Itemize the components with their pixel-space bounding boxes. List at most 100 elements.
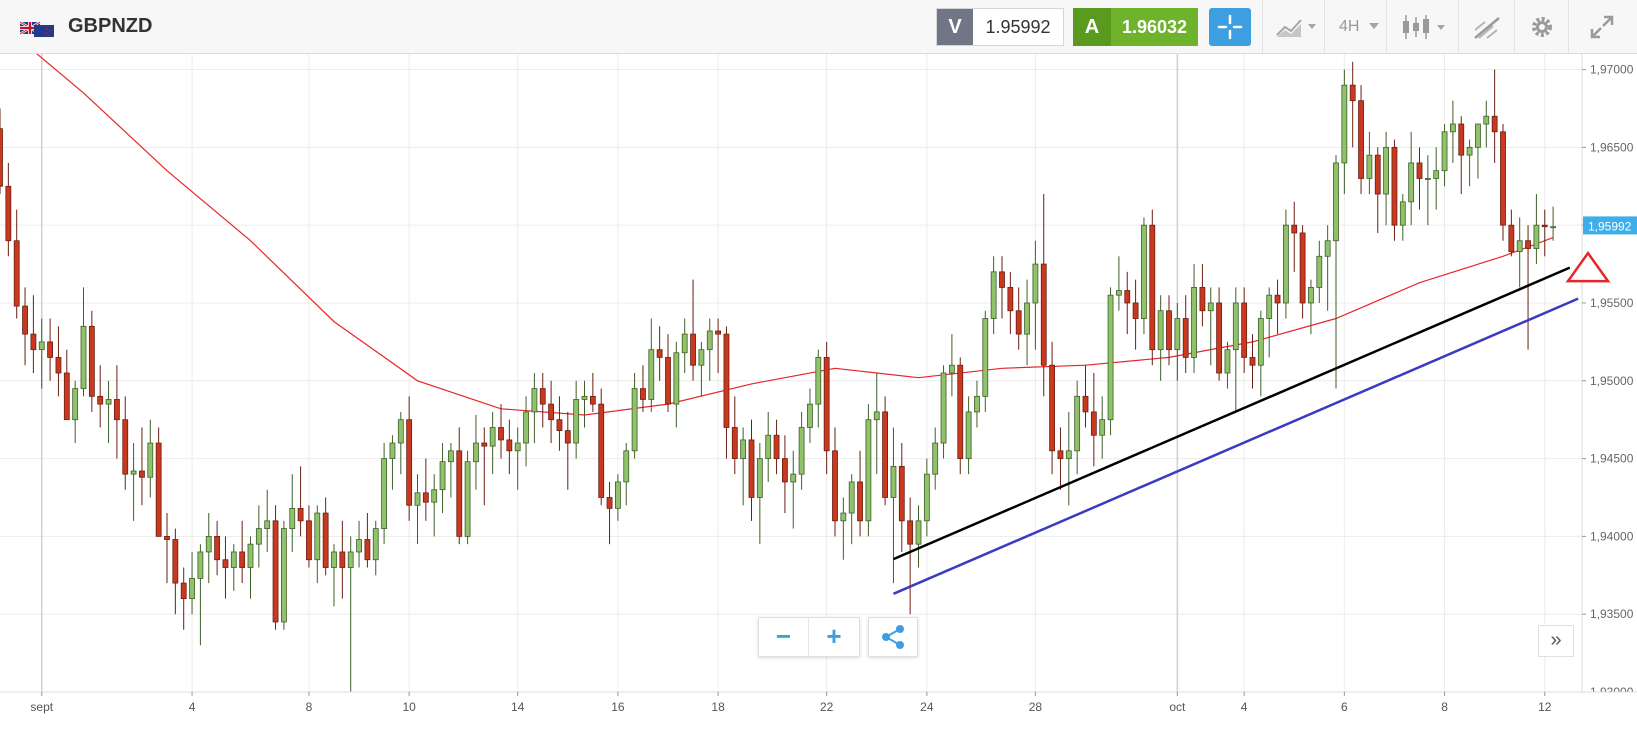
candle-body [514, 442, 521, 452]
x-tick-label: 6 [1341, 700, 1348, 714]
drawing-tools-button[interactable] [1458, 0, 1514, 54]
candle-body [1349, 84, 1356, 102]
candle-body [272, 520, 279, 623]
candle [1416, 147, 1423, 210]
candle [807, 388, 813, 444]
candle [1257, 310, 1264, 397]
sell-button[interactable]: V 1.95992 [936, 8, 1064, 46]
candle [573, 380, 580, 459]
candle-body [88, 325, 95, 397]
candle [690, 279, 696, 381]
candle-body [189, 578, 195, 600]
candle [314, 505, 321, 584]
crosshair-button[interactable] [1209, 8, 1251, 46]
candle-body [1216, 302, 1222, 374]
candle [1450, 100, 1456, 163]
candle-body [1433, 170, 1440, 179]
candle-body [1383, 146, 1389, 195]
candle-body [1007, 287, 1014, 312]
candle-body [589, 395, 596, 405]
candle-body [873, 411, 880, 421]
candle [598, 388, 605, 506]
sell-label: V [937, 9, 973, 45]
candle-body [1399, 201, 1406, 226]
x-tick-label: 8 [306, 700, 313, 714]
candle-body [498, 427, 504, 441]
candle-body [974, 395, 980, 413]
candle [1516, 217, 1523, 288]
candle [1157, 295, 1164, 381]
candle-body [1333, 162, 1339, 242]
candle-body [473, 442, 479, 463]
fullscreen-button[interactable] [1568, 0, 1637, 54]
candle-body [364, 539, 371, 561]
buy-label: A [1073, 8, 1111, 46]
candle-body [1341, 84, 1348, 164]
candle-body [907, 520, 914, 545]
candle-body [247, 543, 254, 568]
y-tick-label: 1,95000 [1590, 374, 1634, 388]
candle [397, 411, 404, 475]
candle-body [798, 427, 805, 475]
candle-body [640, 388, 646, 400]
timeframe-label: 4H [1339, 18, 1360, 35]
zoom-in-button[interactable]: + [826, 621, 842, 651]
candle [1065, 411, 1072, 506]
buy-button[interactable]: A 1.96032 [1073, 8, 1198, 46]
candle [1458, 116, 1465, 195]
candle-body [1191, 287, 1197, 358]
candle [189, 551, 195, 615]
candle-body [105, 399, 112, 405]
candle-body [656, 349, 663, 358]
price-chart[interactable]: 1,970001,965001,960001,955001,950001,945… [0, 54, 1637, 730]
candle [1283, 209, 1289, 319]
candles-layer [0, 61, 1556, 692]
candle-body [865, 419, 872, 522]
candle [1483, 100, 1490, 148]
candle [1074, 380, 1081, 475]
candle [30, 295, 37, 373]
candle [13, 209, 20, 319]
candle [447, 443, 454, 498]
time-axis[interactable]: sept 4 8 10 14 16 18 22 24 28 oct 4 6 8 12 [0, 691, 1637, 730]
candle-body [1483, 115, 1490, 125]
candle [0, 108, 3, 195]
candle-body [1032, 263, 1039, 304]
candle-body [564, 430, 571, 444]
zoom-out-button[interactable]: − [759, 618, 809, 656]
candle-body [573, 399, 580, 444]
candle-body [898, 465, 905, 522]
candle-body [1308, 287, 1314, 304]
candle-body [155, 442, 162, 537]
candle-body [397, 419, 404, 444]
candle [180, 567, 187, 630]
candle [1224, 341, 1231, 389]
candle-body [38, 341, 45, 351]
candle-body [731, 427, 738, 459]
candle-body [439, 461, 446, 491]
candle [1116, 256, 1122, 311]
candle [606, 481, 613, 545]
y-tick-label: 1,94000 [1590, 529, 1634, 543]
candle-body [715, 330, 721, 335]
candle-body [447, 450, 454, 463]
candlestick-button[interactable] [1386, 0, 1458, 54]
candle [114, 365, 120, 459]
x-tick-label: 14 [511, 700, 525, 714]
settings-button[interactable] [1514, 0, 1568, 54]
share-button[interactable] [868, 617, 918, 657]
candle-body [406, 419, 413, 506]
candle-body [147, 442, 154, 478]
candle-body [523, 411, 529, 444]
x-tick-label: 12 [1538, 700, 1552, 714]
timeframe-button[interactable]: 4H [1324, 0, 1386, 54]
candle-body [72, 388, 79, 421]
chart-type-button[interactable] [1262, 0, 1324, 54]
scroll-to-latest-button[interactable]: » [1538, 625, 1574, 657]
candle [698, 341, 705, 397]
candle [331, 544, 337, 607]
candle [773, 419, 780, 475]
candle [832, 427, 838, 537]
candle-body [30, 333, 37, 351]
price-axis[interactable]: 1,970001,965001,960001,955001,950001,945… [1581, 54, 1637, 730]
